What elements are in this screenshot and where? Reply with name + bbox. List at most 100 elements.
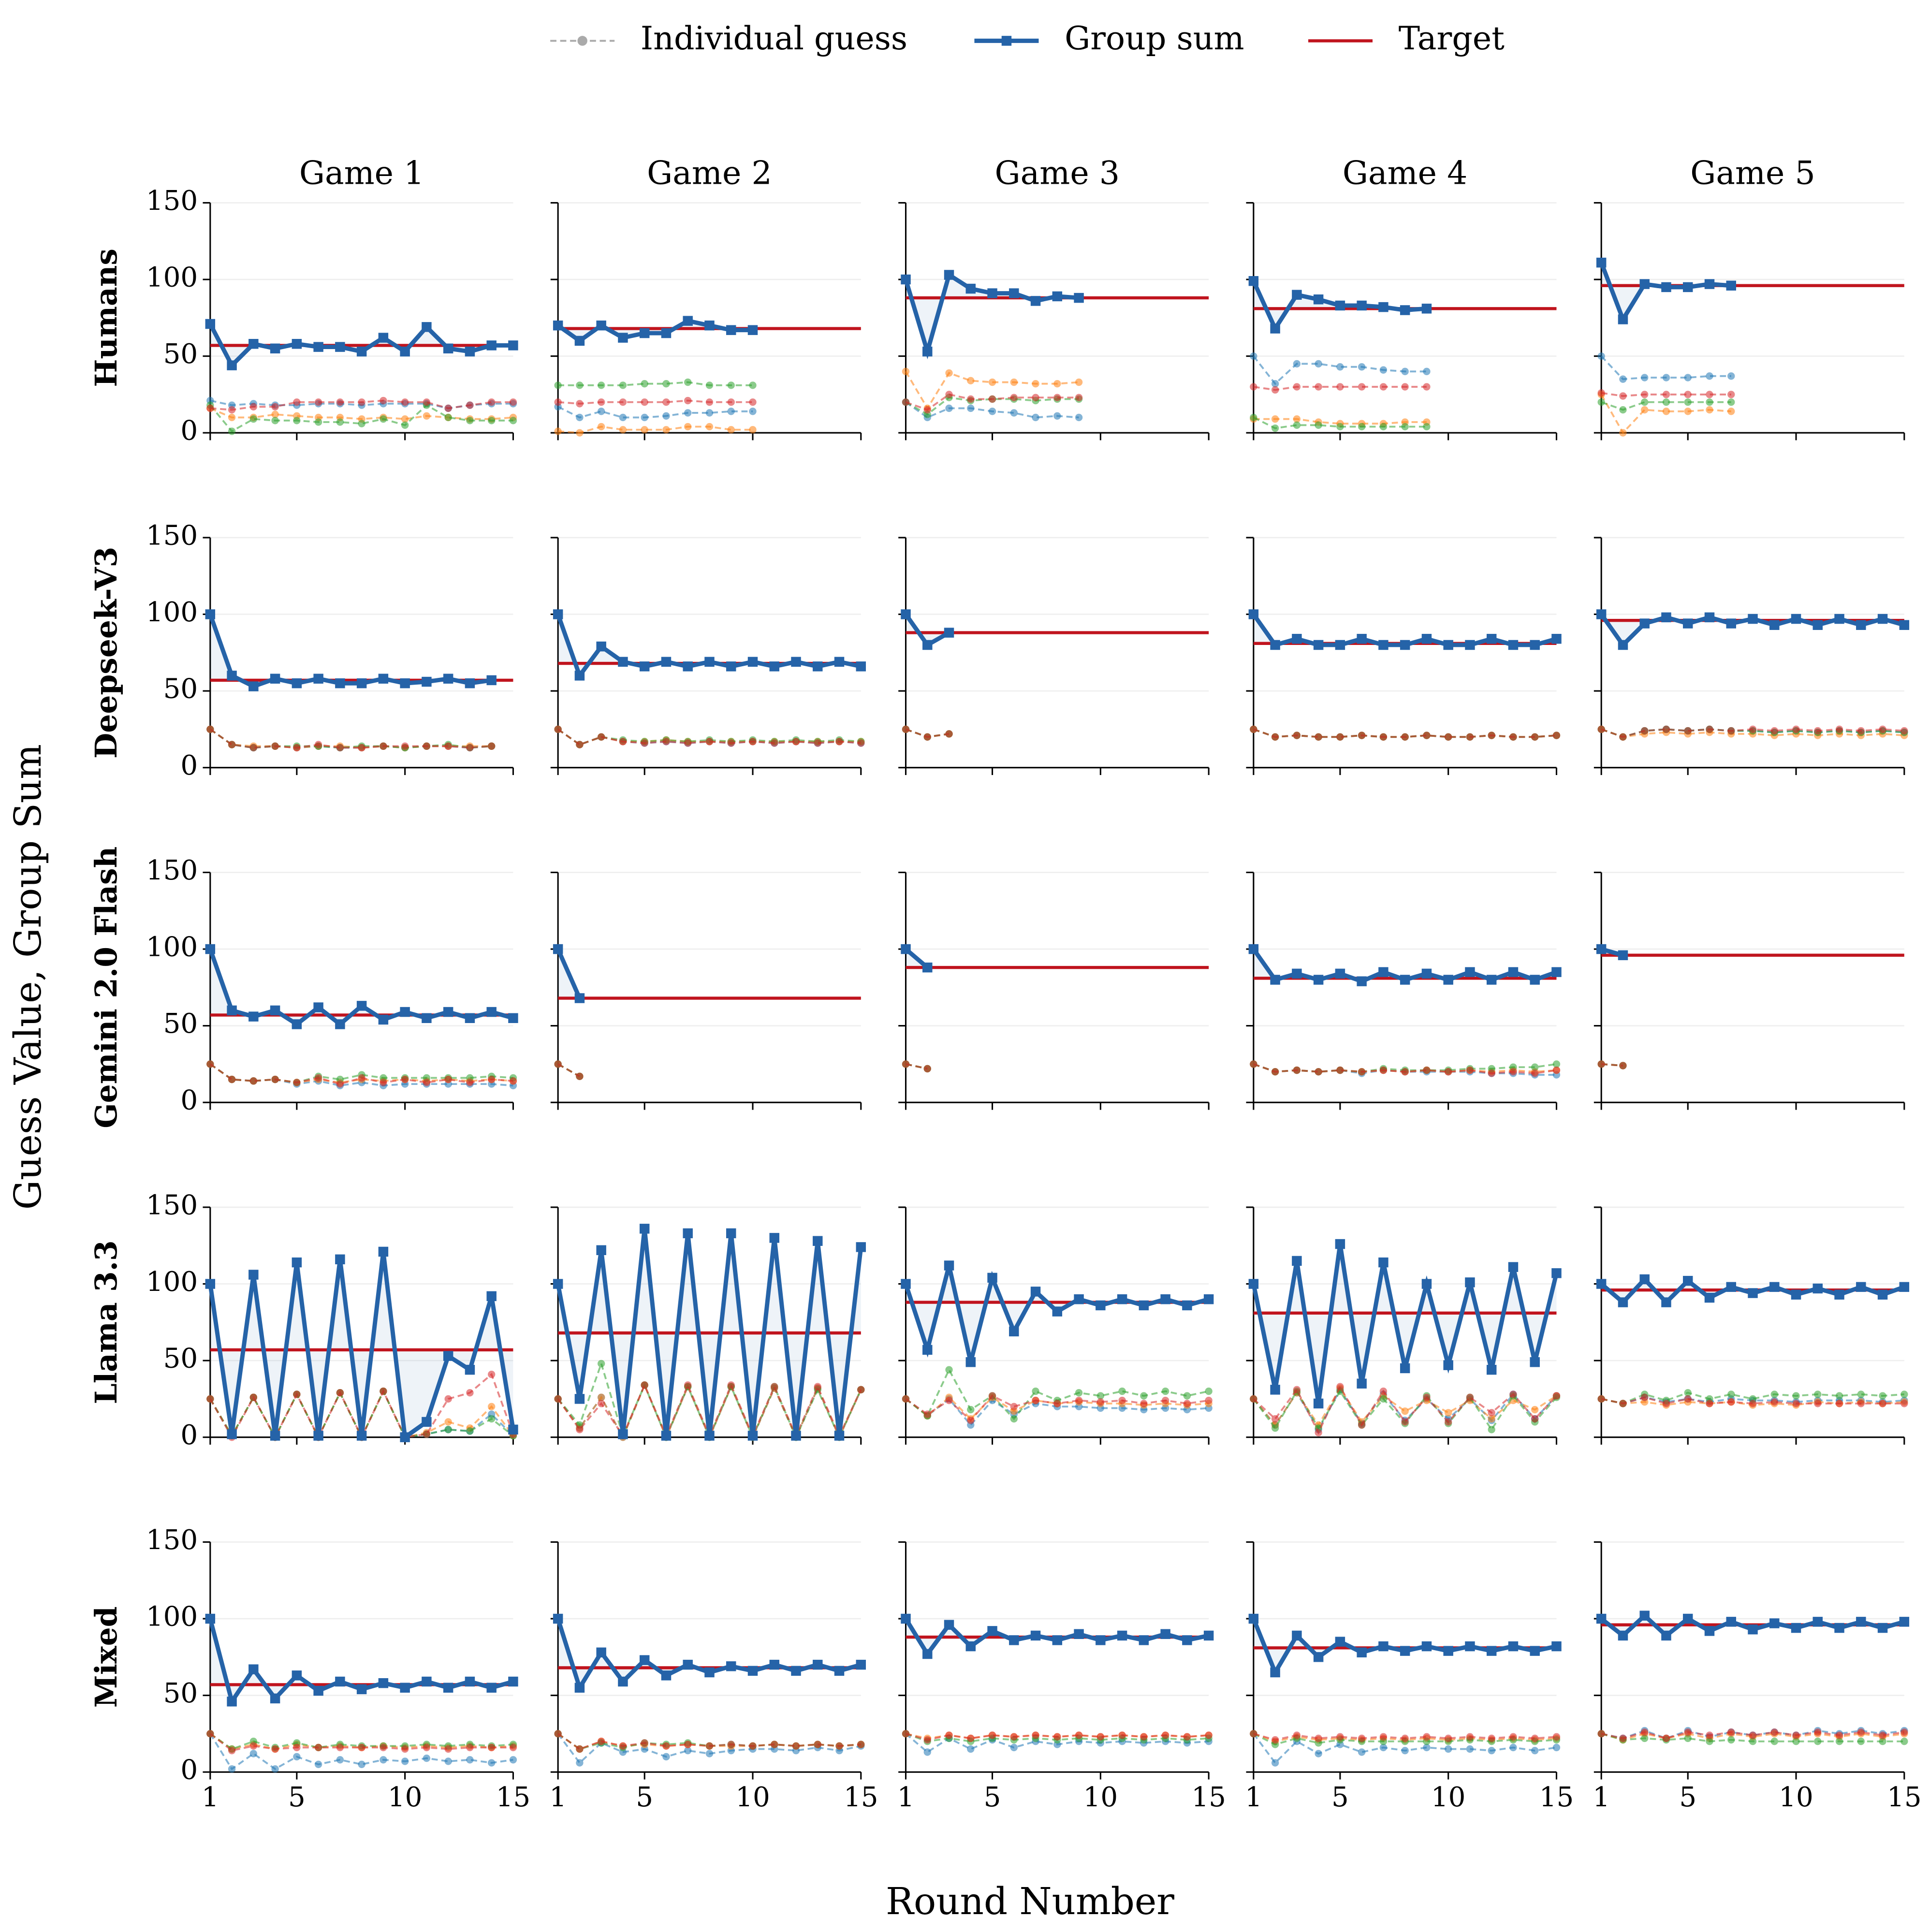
group-sum-point xyxy=(1661,1630,1671,1641)
individual-point xyxy=(1597,1730,1605,1738)
individual-point xyxy=(619,398,627,406)
individual-point xyxy=(488,417,496,424)
individual-point xyxy=(293,1753,301,1761)
individual-line xyxy=(1601,1391,1904,1405)
individual-point xyxy=(662,380,670,388)
group-sum-point xyxy=(1378,1257,1388,1268)
individual-point xyxy=(554,398,562,406)
group-sum-point xyxy=(1661,612,1671,623)
individual-point xyxy=(1706,391,1713,398)
individual-point xyxy=(554,1060,562,1068)
individual-point xyxy=(1706,398,1713,406)
individual-point xyxy=(444,1395,452,1403)
individual-point xyxy=(1619,1734,1627,1742)
individual-point xyxy=(1032,394,1039,401)
individual-point xyxy=(1792,725,1800,733)
individual-point xyxy=(1423,1066,1431,1074)
group-sum-point xyxy=(205,319,216,329)
individual-point xyxy=(423,742,431,750)
individual-point xyxy=(641,1739,648,1747)
group-sum-point xyxy=(1530,640,1540,650)
individual-point xyxy=(228,413,236,422)
group-sum-point xyxy=(443,343,453,353)
group-sum-point xyxy=(227,360,237,370)
x-tick-label: 1 xyxy=(549,1782,567,1813)
deviation-area xyxy=(906,275,1079,352)
individual-point xyxy=(727,408,735,415)
individual-point xyxy=(945,730,953,738)
group-sum-point xyxy=(335,1254,345,1265)
individual-point xyxy=(358,420,365,427)
individual-point xyxy=(554,381,562,389)
individual-point xyxy=(967,404,975,412)
group-sum-point xyxy=(335,342,345,352)
individual-point xyxy=(857,1741,865,1748)
individual-line xyxy=(1601,1731,1905,1740)
individual-point xyxy=(1727,398,1735,406)
group-sum-point xyxy=(726,325,736,335)
individual-point xyxy=(1531,733,1539,741)
individual-point xyxy=(1900,1738,1908,1745)
individual-point xyxy=(576,1072,584,1080)
x-tick-label: 15 xyxy=(1191,1782,1226,1813)
individual-point xyxy=(1749,725,1757,733)
individual-point xyxy=(684,1381,692,1389)
individual-point xyxy=(293,1079,301,1086)
individual-point xyxy=(466,1389,474,1397)
individual-point xyxy=(1336,733,1344,741)
column-title: Game 1 xyxy=(299,154,424,192)
group-sum-point xyxy=(1357,1378,1367,1389)
individual-point xyxy=(1336,423,1344,431)
group-sum-point xyxy=(465,1364,475,1375)
group-sum-point xyxy=(356,1001,367,1011)
group-sum-point xyxy=(508,1013,518,1023)
group-sum-point xyxy=(1182,1300,1192,1311)
individual-point xyxy=(249,415,258,423)
individual-point xyxy=(466,1427,474,1435)
individual-line xyxy=(1601,1396,1904,1405)
individual-point xyxy=(1315,421,1322,429)
group-sum-point xyxy=(1596,1613,1607,1624)
row-label: Mixed xyxy=(89,1606,124,1708)
individual-point xyxy=(314,1074,322,1082)
group-sum-point xyxy=(1683,282,1693,293)
individual-point xyxy=(401,421,409,429)
column-title: Game 5 xyxy=(1690,154,1815,192)
individual-line xyxy=(557,1063,580,1077)
group-sum-point xyxy=(639,661,650,672)
group-sum-point xyxy=(965,283,976,294)
group-sum-point xyxy=(1748,1624,1758,1635)
individual-point xyxy=(1619,1400,1627,1407)
individual-point xyxy=(1662,398,1670,406)
individual-point xyxy=(1749,1731,1757,1739)
individual-point xyxy=(902,1395,910,1403)
individual-point xyxy=(923,1410,931,1418)
individual-point xyxy=(749,426,757,434)
group-sum-point xyxy=(313,1431,323,1441)
individual-point xyxy=(444,413,452,422)
group-sum-point xyxy=(683,1659,693,1670)
individual-point xyxy=(1053,394,1061,401)
group-sum-point xyxy=(1465,1641,1475,1652)
individual-point xyxy=(814,1741,821,1748)
individual-point xyxy=(749,381,757,389)
individual-point xyxy=(509,417,517,424)
individual-point xyxy=(749,408,757,415)
group-sum-point xyxy=(1030,1287,1041,1297)
y-tick-label: 150 xyxy=(146,855,198,886)
panel xyxy=(898,1206,1214,1445)
individual-point xyxy=(271,1075,279,1083)
individual-point xyxy=(444,1075,452,1083)
group-sum-point xyxy=(813,661,823,672)
panel xyxy=(1593,871,1905,1110)
individual-point xyxy=(509,1756,517,1764)
individual-point xyxy=(1597,1395,1605,1403)
individual-point xyxy=(1183,1733,1191,1741)
group-sum-point xyxy=(683,661,693,672)
individual-point xyxy=(684,1741,692,1748)
group-sum-point xyxy=(508,1676,518,1687)
panel: 0 50 100 150 xyxy=(146,1189,518,1451)
group-sum-point xyxy=(1618,1630,1628,1641)
individual-point xyxy=(358,1074,365,1082)
individual-point xyxy=(228,427,236,435)
